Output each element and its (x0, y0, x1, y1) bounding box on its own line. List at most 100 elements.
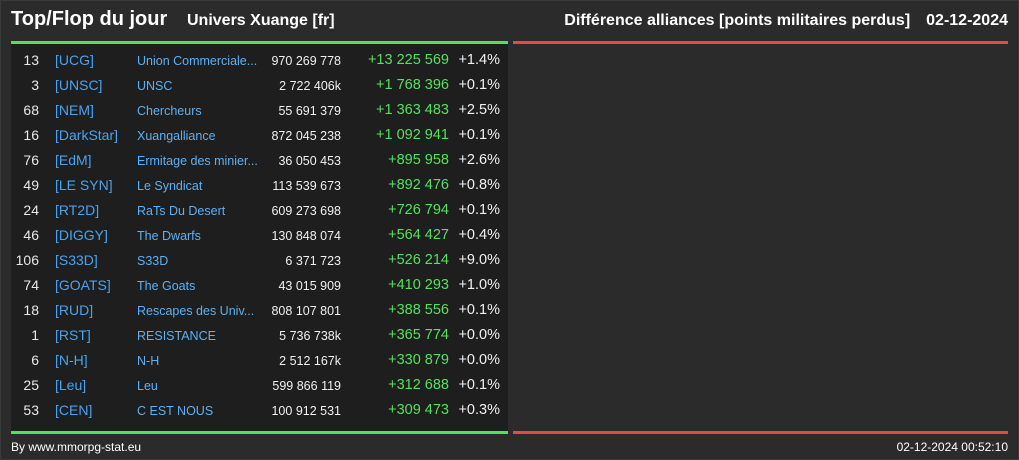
percent-cell: +0.1% (458, 77, 500, 93)
points-cell: 872 045 238 (271, 129, 341, 143)
alliance-name-link[interactable]: N-H (137, 354, 160, 368)
diff-cell: +726 794 (388, 202, 449, 218)
list-item: 49 [LE SYN] Le Syndicat 113 539 673 +892 476… (11, 174, 508, 199)
rank-cell: 3 (31, 77, 39, 93)
alliance-name-link[interactable]: Union Commerciale... (137, 54, 258, 68)
percent-cell: +0.0% (458, 352, 500, 368)
points-cell: 808 107 801 (271, 304, 341, 318)
alliance-name-link[interactable]: Rescapes des Univ... (137, 304, 255, 318)
list-item: 24 [RT2D] RaTs Du Desert 609 273 698 +726 79… (11, 199, 508, 224)
rank-cell: 46 (23, 227, 39, 243)
alliance-tag-link[interactable]: [RST] (55, 327, 91, 343)
points-cell: 113 539 673 (272, 179, 341, 193)
alliance-tag-link[interactable]: [RT2D] (55, 202, 100, 218)
rank-cell: 76 (23, 152, 39, 168)
diff-cell: +410 293 (388, 277, 449, 293)
rank-cell: 6 (31, 352, 39, 368)
percent-cell: +1.0% (458, 277, 500, 293)
percent-cell: +0.1% (458, 377, 500, 393)
list-item: 13 [UCG] Union Commerciale... 970 269 778 +1… (11, 49, 508, 74)
percent-cell: +0.1% (458, 202, 500, 218)
alliance-name-link[interactable]: S33D (137, 254, 169, 268)
percent-cell: +0.0% (458, 327, 500, 343)
points-cell: 55 691 379 (278, 104, 341, 118)
top-panel: 13 [UCG] Union Commerciale... 970 269 778 +1… (11, 41, 508, 434)
rank-cell: 24 (23, 202, 39, 218)
list-item: 6 [N-H] N-H 2 512 167k +330 879 +0.0% (11, 349, 508, 374)
points-cell: 2 512 167k (279, 354, 341, 368)
rank-cell: 13 (23, 52, 39, 68)
rank-cell: 16 (23, 127, 39, 143)
diff-cell: +892 476 (388, 177, 449, 193)
alliance-tag-link[interactable]: [UCG] (55, 52, 94, 68)
rank-cell: 106 (15, 252, 39, 268)
rank-cell: 18 (23, 302, 39, 318)
universe-label: Univers Xuange [fr] (187, 12, 335, 29)
alliance-tag-link[interactable]: [GOATS] (55, 277, 111, 293)
alliance-name-link[interactable]: Xuangalliance (137, 129, 216, 143)
alliance-tag-link[interactable]: [LE SYN] (55, 177, 113, 193)
points-cell: 36 050 453 (278, 154, 341, 168)
diff-cell: +1 768 396 (376, 77, 449, 93)
list-item: 46 [DIGGY] The Dwarfs 130 848 074 +564 427 +0… (11, 224, 508, 249)
alliance-name-link[interactable]: The Dwarfs (137, 229, 201, 243)
alliance-name-link[interactable]: The Goats (137, 279, 196, 293)
alliance-tag-link[interactable]: [CEN] (55, 402, 93, 418)
diff-cell: +1 363 483 (376, 102, 449, 118)
section-label: Différence alliances [points militaires … (564, 12, 911, 29)
list-item: 3 [UNSC] UNSC 2 722 406k +1 768 396 +0.1% (11, 74, 508, 99)
alliance-tag-link[interactable]: [UNSC] (55, 77, 103, 93)
diff-cell: +564 427 (388, 227, 449, 243)
list-item: 53 [CEN] C EST NOUS 100 912 531 +309 473 +0.3… (11, 399, 508, 424)
alliance-name-link[interactable]: Leu (137, 379, 158, 393)
percent-cell: +0.4% (458, 227, 500, 243)
rank-cell: 1 (31, 327, 39, 343)
points-cell: 609 273 698 (271, 204, 341, 218)
alliance-name-link[interactable]: Chercheurs (137, 104, 202, 118)
footer-timestamp: 02-12-2024 00:52:10 (896, 440, 1008, 454)
diff-cell: +13 225 569 (367, 52, 449, 68)
list-item: 76 [EdM] Ermitage des minier... 36 050 453 +… (11, 149, 508, 174)
alliance-tag-link[interactable]: [Leu] (55, 377, 87, 393)
diff-cell: +330 879 (388, 352, 449, 368)
points-cell: 130 848 074 (271, 229, 341, 243)
percent-cell: +2.5% (458, 102, 500, 118)
percent-cell: +1.4% (458, 52, 500, 68)
top-list: 13 [UCG] Union Commerciale... 970 269 778 +1… (11, 49, 508, 424)
list-item: 106 [S33D] S33D 6 371 723 +526 214 +9.0% (11, 249, 508, 274)
alliance-tag-link[interactable]: [RUD] (55, 302, 94, 318)
points-cell: 5 736 738k (279, 329, 341, 343)
list-item: 1 [RST] RESISTANCE 5 736 738k +365 774 +0.0% (11, 324, 508, 349)
diff-cell: +895 958 (388, 152, 449, 168)
points-cell: 43 015 909 (278, 279, 341, 293)
header-date: 02-12-2024 (926, 12, 1008, 29)
alliance-name-link[interactable]: RESISTANCE (137, 329, 216, 343)
alliance-tag-link[interactable]: [DIGGY] (55, 227, 108, 243)
alliance-name-link[interactable]: Ermitage des minier... (137, 154, 258, 168)
alliance-tag-link[interactable]: [NEM] (55, 102, 94, 118)
page-title: Top/Flop du jour (11, 8, 168, 30)
alliance-name-link[interactable]: Le Syndicat (137, 179, 203, 193)
rank-cell: 49 (23, 177, 39, 193)
alliance-tag-link[interactable]: [EdM] (55, 152, 92, 168)
alliance-tag-link[interactable]: [N-H] (55, 352, 88, 368)
points-cell: 100 912 531 (271, 404, 341, 418)
diff-cell: +388 556 (388, 302, 449, 318)
points-cell: 599 866 119 (272, 379, 341, 393)
alliance-name-link[interactable]: UNSC (137, 79, 173, 93)
alliance-name-link[interactable]: RaTs Du Desert (137, 204, 226, 218)
percent-cell: +0.8% (458, 177, 500, 193)
alliance-tag-link[interactable]: [S33D] (55, 252, 98, 268)
alliance-name-link[interactable]: C EST NOUS (137, 404, 214, 418)
percent-cell: +0.1% (458, 127, 500, 143)
rank-cell: 25 (23, 377, 39, 393)
percent-cell: +9.0% (458, 252, 500, 268)
points-cell: 6 371 723 (285, 254, 341, 268)
alliance-tag-link[interactable]: [DarkStar] (55, 127, 119, 143)
rank-cell: 74 (23, 277, 39, 293)
rank-cell: 53 (23, 402, 39, 418)
percent-cell: +0.3% (458, 402, 500, 418)
diff-cell: +1 092 941 (376, 127, 449, 143)
diff-cell: +309 473 (388, 402, 449, 418)
